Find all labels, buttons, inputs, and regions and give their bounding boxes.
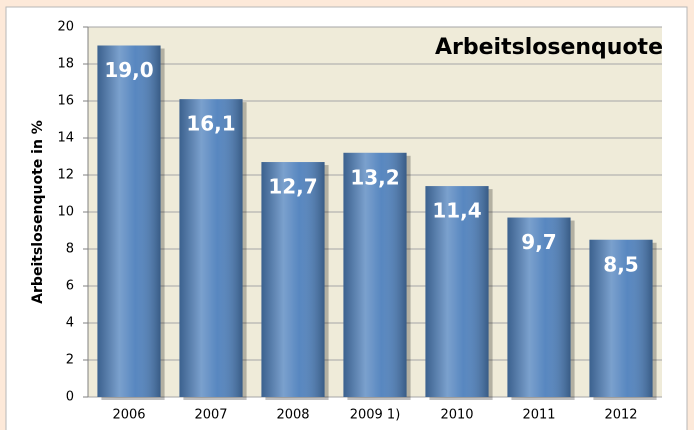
y-tick-label: 18 — [57, 57, 74, 72]
x-tick-label: 2012 — [604, 408, 637, 423]
x-tick-label: 2009 1) — [350, 408, 401, 423]
bar-shine — [179, 99, 243, 398]
marks: 2006 19,0 2007 16,1 2008 12,7 2009 1) 13,2 2010 1… — [97, 45, 657, 423]
y-tick-label: 8 — [66, 242, 74, 257]
value-label: 13,2 — [350, 165, 399, 189]
y-tick-label: 2 — [66, 353, 74, 368]
y-tick-label: 14 — [57, 131, 74, 146]
y-axis-label: Arbeitslosenquote in % — [30, 120, 46, 304]
y-tick-label: 16 — [57, 94, 74, 109]
bar-shine — [97, 45, 161, 397]
value-label: 11,4 — [432, 199, 481, 223]
y-tick-label: 12 — [57, 168, 74, 183]
value-label: 12,7 — [268, 175, 317, 199]
value-label: 9,7 — [521, 230, 556, 254]
value-label: 19,0 — [104, 58, 153, 82]
x-tick-label: 2010 — [440, 408, 473, 423]
y-tick-label: 4 — [66, 316, 74, 331]
bar-shine — [343, 152, 407, 397]
x-tick-label: 2011 — [522, 408, 555, 423]
bar-shine — [425, 186, 489, 397]
y-tick-label: 20 — [57, 20, 74, 35]
value-label: 8,5 — [603, 252, 638, 276]
x-tick-label: 2007 — [194, 408, 227, 423]
value-label: 16,1 — [186, 112, 235, 136]
chart-title: Arbeitslosenquote — [435, 35, 663, 60]
bar-shine — [589, 239, 653, 397]
y-tick-label: 0 — [66, 390, 74, 405]
y-tick-label: 6 — [66, 279, 74, 294]
bar-shine — [507, 217, 571, 397]
y-tick-label: 10 — [57, 205, 74, 220]
x-tick-label: 2008 — [276, 408, 309, 423]
bar-shine — [261, 162, 325, 397]
x-tick-label: 2006 — [112, 408, 145, 423]
